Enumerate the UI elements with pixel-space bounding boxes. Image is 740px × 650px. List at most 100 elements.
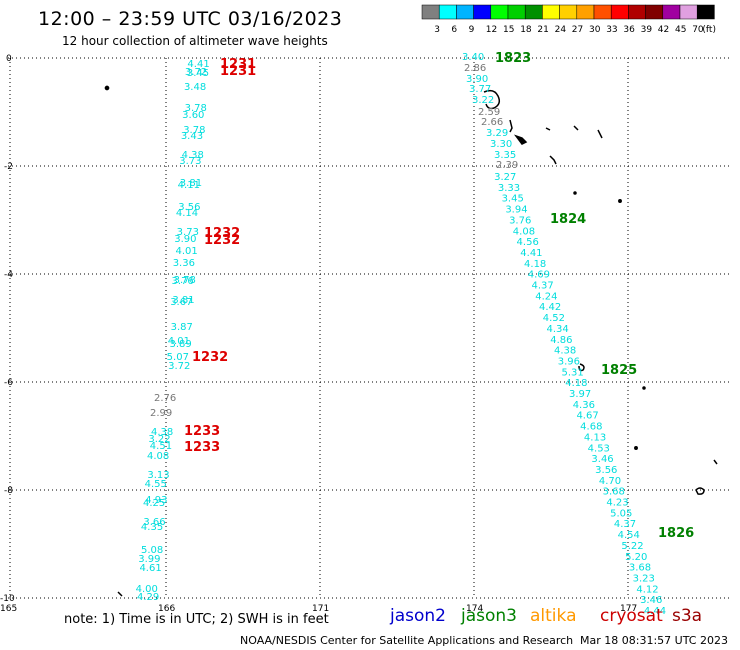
wave-height-reading: 3.78 [174,275,196,286]
wave-height-reading: 4.12 [636,584,658,595]
wave-height-reading: 5.07 [167,352,189,363]
pass-label: 1232 [192,350,228,365]
wave-height-reading: 3.72 [168,361,190,372]
legend-label: 15 [503,25,514,35]
wave-height-reading: 4.37 [614,519,636,530]
legend-label: 42 [658,25,669,35]
wave-height-reading: 3.23 [633,573,655,584]
wave-height-reading: 4.61 [139,563,161,574]
wave-height-reading: 4.44 [644,606,666,617]
wave-height-reading: 3.81 [172,295,194,306]
wave-height-reading: 3.36 [173,258,195,269]
wave-height-reading: 4.24 [535,291,557,302]
wave-height-reading: 3.46 [591,454,613,465]
wave-height-reading: 4.54 [618,530,640,541]
legend-swatch [645,4,664,20]
legend-swatch [507,4,526,20]
y-tick-label: -2 [4,162,13,172]
pass-label: 1233 [184,440,220,455]
wave-height-reading: 3.40 [462,52,484,63]
color-legend: 3 6 9 12 15 18 21 24 27 30 33 36 39 42 45 70(ft) [421,4,716,35]
pass-label: 1823 [495,51,531,66]
wave-height-reading: 2.39 [496,160,518,171]
wave-height-reading: 4.53 [588,443,610,454]
credit-text: NOAA/NESDIS Center for Satellite Applica… [240,634,574,647]
legend-swatch [421,4,440,20]
pass-label: 1824 [550,212,586,227]
wave-height-reading: 3.67 [170,297,192,308]
footer-note: note: 1) Time is in UTC; 2) SWH is in fe… [64,612,329,627]
wave-height-reading: 4.37 [532,281,554,292]
legend-swatch [679,4,698,20]
wave-height-reading: 3.94 [505,205,527,216]
wave-height-reading: 3.33 [498,183,520,194]
legend-label: 6 [451,25,457,35]
wave-height-reading: 3.22 [148,434,170,445]
legend-label: 12 [486,25,497,35]
wave-height-reading: 4.41 [187,59,209,70]
legend-label: 36 [623,25,635,35]
legend-label: 39 [641,25,653,35]
wave-height-reading: 4.42 [539,302,561,313]
wave-height-reading: 4.00 [136,584,158,595]
pass-label: 1231 [220,64,256,79]
wave-height-reading: 3.27 [494,172,516,183]
map-title: 12:00 – 23:59 UTC 03/16/2023 [38,8,343,30]
wave-height-reading: 4.38 [182,150,204,161]
satellite-altika: altika [530,606,577,626]
wave-height-reading: 5.08 [141,545,163,556]
legend-swatch [542,4,560,20]
wave-height-reading: 3.68 [629,563,651,574]
y-tick-label: -6 [4,378,13,388]
timestamp-text: Mar 18 08:31:57 UTC 2023 [580,634,728,647]
wave-height-reading: 3.87 [171,322,193,333]
wave-height-reading: 4.55 [145,479,167,490]
wave-height-reading: 4.38 [554,346,576,357]
y-tick-label: -8 [4,486,13,496]
wave-height-reading: 4.38 [151,427,173,438]
wave-height-reading: 4.86 [550,335,572,346]
wave-height-reading: 4.14 [176,208,198,219]
wave-height-reading: 4.69 [528,270,550,281]
satellite-jason3: jason3 [461,606,517,626]
legend-swatch [662,4,681,20]
wave-height-reading: 4.25 [143,498,165,509]
x-tick-label: 165 [0,604,17,614]
wave-height-reading: 3.46 [640,595,662,606]
wave-height-reading: 2.86 [464,63,486,74]
legend-label: 45 [675,25,686,35]
wave-height-reading: 3.56 [595,465,617,476]
wave-height-reading: 3.89 [170,339,192,350]
legend-label: 18 [520,25,532,35]
wave-height-reading: 4.18 [524,259,546,270]
legend-swatch [559,4,578,20]
wave-height-reading: 3.76 [172,276,194,287]
wave-height-reading: 3.13 [147,470,169,481]
legend-label: 24 [555,25,567,35]
wave-height-reading: 4.51 [150,441,172,452]
legend-swatch [696,4,715,20]
wave-height-reading: 3.77 [469,84,491,95]
wave-height-reading: 4.18 [565,378,587,389]
x-tick-label: 171 [312,604,329,614]
wave-height-reading: 4.34 [546,324,568,335]
x-tick-label: 177 [620,604,637,614]
wave-height-reading: 3.48 [184,82,206,93]
legend-swatch [628,4,646,20]
legend-swatch [438,4,457,20]
x-tick-label: 166 [158,604,175,614]
wave-height-reading: 3.97 [569,389,591,400]
island-outlines [104,85,718,597]
legend-swatch [593,4,612,20]
wave-height-reading: 4.93 [145,495,167,506]
wave-height-reading: 3.78 [185,103,207,114]
pass-label: 1826 [658,526,694,541]
legend-label: 21 [537,25,548,35]
wave-height-reading: 4.68 [580,422,602,433]
y-tick-label: -4 [4,270,13,280]
legend-label: 33 [606,25,617,35]
wave-height-reading: 3.90 [174,234,196,245]
pass-label: 1825 [601,363,637,378]
wave-height-reading: 3.22 [472,95,494,106]
